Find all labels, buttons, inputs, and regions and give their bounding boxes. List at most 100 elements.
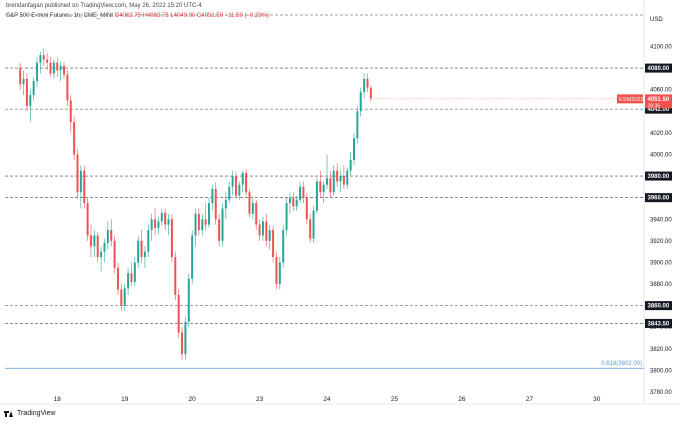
- y-tick-label: 3800.00: [650, 368, 672, 374]
- currency-label: USD: [650, 17, 663, 23]
- high-value: H4063.75: [142, 13, 169, 19]
- candle-body: [238, 184, 241, 196]
- candle-body: [29, 95, 32, 106]
- open-value: O4062.75: [114, 13, 141, 19]
- candle-body: [184, 321, 187, 355]
- candle-body: [218, 219, 221, 241]
- level-label-bg: [645, 171, 672, 181]
- candle-body: [76, 154, 79, 193]
- candle-body: [359, 91, 362, 112]
- countdown-label: 39:36: [648, 103, 661, 109]
- candle-body: [164, 212, 167, 225]
- symbol-ohlc-line: S&P 500 E-mini Futures, 1h, CME_MINI O40…: [6, 12, 269, 20]
- candle-body: [299, 186, 302, 200]
- level-label-bg: [645, 104, 672, 114]
- y-tick-label: 3920.00: [650, 239, 672, 245]
- tradingview-footer: TradingView: [4, 410, 56, 417]
- candle-body: [19, 68, 22, 85]
- candle-body: [363, 78, 366, 92]
- level-label: 3843.50: [648, 321, 670, 327]
- fib-label: 0.618(3802.00): [601, 361, 642, 367]
- candle-body: [211, 189, 214, 204]
- y-tick-label: 3840.00: [650, 325, 672, 331]
- candle-body: [278, 262, 281, 285]
- change-value: −11.50 (−0.28%): [224, 13, 270, 19]
- candle-body: [302, 186, 305, 198]
- candle-body: [292, 197, 295, 207]
- candle-body: [187, 278, 190, 322]
- candle-body: [251, 203, 254, 214]
- candle-body: [143, 251, 146, 258]
- candle-body: [123, 288, 126, 306]
- candle-body: [285, 203, 288, 231]
- candle-body: [315, 181, 318, 211]
- candle-body: [234, 176, 237, 196]
- x-tick-label: 27: [526, 396, 534, 403]
- candle-body: [25, 78, 28, 106]
- level-label-bg: [645, 301, 672, 311]
- candle-body: [137, 240, 140, 263]
- candle-body: [353, 138, 356, 160]
- x-tick-label: 30: [593, 396, 601, 403]
- candle-body: [241, 172, 244, 185]
- candle-body: [49, 62, 52, 74]
- candle-body: [154, 219, 157, 228]
- candle-body: [366, 78, 369, 88]
- low-value: L4049.00: [170, 13, 196, 19]
- current-price-label: 4051.50: [648, 97, 670, 103]
- symbol-name: S&P 500 E-mini Futures, 1h, CME_MINI: [6, 13, 113, 19]
- candle-body: [89, 235, 92, 247]
- candle-body: [194, 213, 197, 236]
- candle-body: [147, 230, 150, 252]
- candle-body: [66, 74, 69, 101]
- candle-body: [73, 122, 76, 155]
- y-tick-label: 3880.00: [650, 282, 672, 288]
- candle-body: [319, 181, 322, 193]
- candle-body: [369, 87, 372, 99]
- candle-body: [349, 159, 352, 171]
- candle-body: [322, 184, 325, 193]
- candle-body: [86, 203, 89, 236]
- candle-body: [312, 210, 315, 239]
- candle-body: [261, 221, 264, 236]
- candle-body: [255, 203, 258, 225]
- candle-body: [191, 235, 194, 279]
- candle-body: [309, 219, 312, 239]
- candle-body: [295, 199, 298, 207]
- candle-body: [282, 230, 285, 263]
- y-tick-label: 4060.00: [650, 88, 672, 94]
- tradingview-brand: TradingView: [17, 410, 56, 417]
- candle-body: [79, 170, 82, 193]
- candle-body: [150, 219, 153, 231]
- candle-body: [140, 240, 143, 258]
- x-tick-label: 20: [189, 396, 197, 403]
- candle-body: [100, 251, 103, 258]
- y-tick-label: 3780.00: [650, 390, 672, 396]
- level-label: 3980.00: [648, 174, 670, 180]
- candle-body: [56, 62, 59, 71]
- candle-body: [22, 78, 25, 85]
- candle-body: [42, 55, 45, 60]
- candle-body: [224, 199, 227, 209]
- x-tick-label: 23: [256, 396, 264, 403]
- y-tick-label: 4020.00: [650, 131, 672, 137]
- candle-body: [110, 230, 113, 241]
- y-tick-label: 3940.00: [650, 217, 672, 223]
- x-tick-label: 18: [54, 396, 62, 403]
- level-label: 4080.00: [648, 66, 670, 72]
- candle-body: [36, 62, 39, 82]
- candle-body: [275, 257, 278, 285]
- candle-body: [157, 221, 160, 228]
- x-tick-label: 19: [121, 396, 129, 403]
- candle-body: [170, 219, 173, 258]
- level-label-bg: [645, 193, 672, 203]
- candle-body: [208, 203, 211, 225]
- candle-body: [231, 176, 234, 187]
- candle-body: [93, 235, 96, 247]
- candle-body: [39, 55, 42, 63]
- candle-body: [336, 170, 339, 182]
- y-tick-label: 3900.00: [650, 260, 672, 266]
- tradingview-logo-icon: [4, 410, 14, 417]
